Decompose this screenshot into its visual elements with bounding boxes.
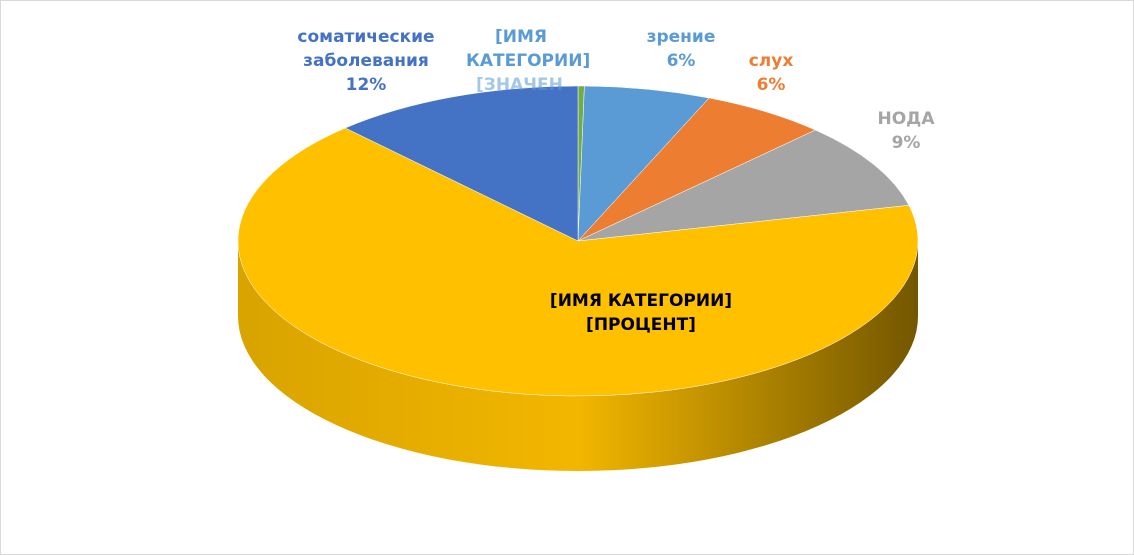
data-label: НОДА 9% <box>861 107 951 155</box>
data-label: зрение 6% <box>631 25 731 73</box>
data-label: [ИМЯ КАТЕГОРИИ] [ПРОЦЕНТ] <box>541 289 741 337</box>
category-label: [ИМЯ КАТЕГОРИИ] <box>549 291 733 311</box>
data-label: слух 6% <box>736 49 806 97</box>
value-label: 9% <box>891 133 921 153</box>
data-label: соматические заболевания 12% <box>271 25 461 97</box>
value-label: 12% <box>345 75 387 95</box>
pie-side-shade <box>238 241 918 471</box>
pie-slice <box>237 127 919 397</box>
pie-slice <box>344 85 579 242</box>
data-label: [ИМЯ КАТЕГОРИИ] [ЗНАЧЕН <box>466 25 591 97</box>
pie-slice <box>577 85 710 242</box>
category-label: слух <box>748 51 794 71</box>
value-label: 6% <box>666 51 696 71</box>
value-label: [ПРОЦЕНТ] <box>586 315 696 335</box>
pie-slice <box>577 129 910 242</box>
value-label: 6% <box>756 75 786 95</box>
category-label: зрение <box>646 27 716 47</box>
value-label: [ЗНАЧЕН <box>476 75 563 95</box>
category-label: [ИМЯ КАТЕГОРИИ] <box>466 27 591 71</box>
category-label: НОДА <box>877 109 935 129</box>
pie-slice <box>577 97 816 242</box>
category-label: соматические заболевания <box>297 27 435 71</box>
